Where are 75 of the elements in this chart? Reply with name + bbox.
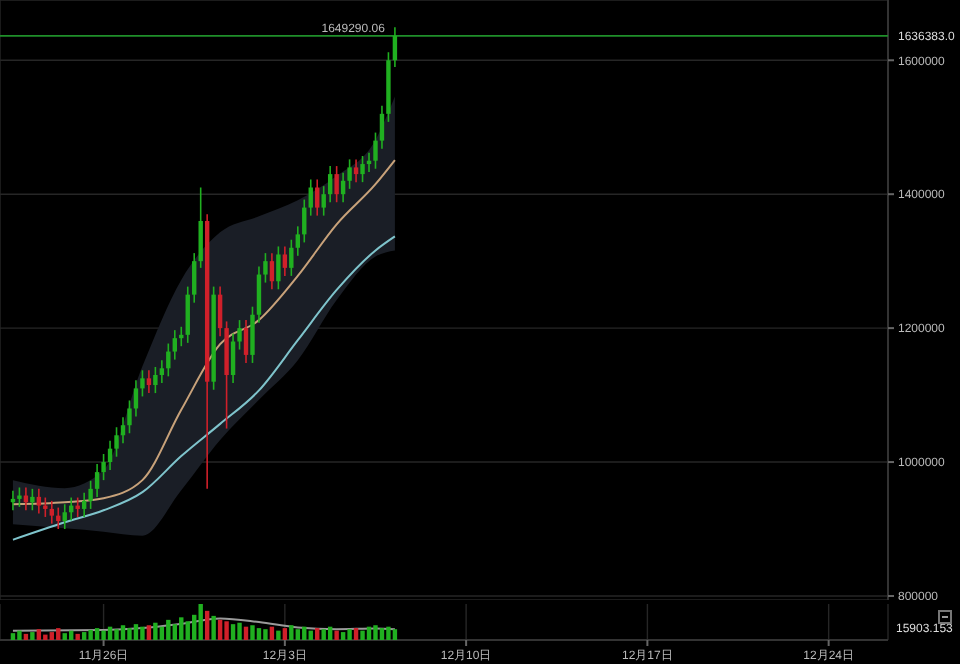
bar: [276, 630, 281, 640]
candlestick: [153, 366, 158, 394]
bar: [256, 628, 262, 640]
bar: [62, 633, 67, 640]
bar: [43, 634, 48, 640]
bar: [360, 630, 365, 640]
candlestick: [327, 165, 333, 204]
bar: [88, 629, 93, 640]
candlestick: [269, 252, 275, 291]
bar: [217, 619, 223, 640]
bar: [114, 629, 119, 640]
bar: [347, 629, 352, 640]
candlestick: [133, 379, 139, 418]
bar: [204, 610, 210, 640]
bar: [127, 628, 132, 640]
bar: [211, 615, 216, 640]
bar: [56, 628, 61, 640]
candlestick: [43, 496, 48, 518]
bar: [198, 604, 203, 640]
bar: [153, 622, 158, 640]
bar: [386, 626, 391, 640]
candlestick: [243, 319, 249, 364]
bar: [185, 621, 190, 640]
candlestick: [49, 500, 54, 525]
bar: [81, 632, 87, 640]
candlestick: [172, 329, 177, 361]
candlestick: [353, 158, 359, 183]
bar: [353, 628, 359, 640]
candlestick: [282, 245, 288, 277]
candlestick: [30, 488, 35, 512]
bar: [101, 630, 106, 640]
candlestick: [360, 155, 365, 183]
bar: [179, 617, 184, 640]
bar: [295, 629, 300, 640]
bar: [49, 632, 54, 640]
bar: [289, 625, 294, 640]
bar: [120, 625, 126, 640]
bar: [315, 628, 320, 640]
bar: [321, 629, 326, 640]
candlestick: [230, 332, 236, 384]
bar: [373, 625, 378, 640]
candlestick: [62, 503, 67, 530]
bar: [224, 621, 229, 640]
bar: [263, 629, 268, 640]
candlestick: [36, 488, 42, 515]
candlestick: [81, 492, 87, 518]
candlestick: [146, 369, 152, 394]
candlestick: [94, 463, 100, 498]
bar: [250, 625, 255, 640]
candlestick: [159, 359, 165, 384]
bar: [166, 619, 171, 640]
bar: [30, 632, 35, 640]
candlestick: [75, 496, 80, 518]
bar: [237, 622, 242, 640]
bar: [392, 629, 398, 640]
candlestick: [315, 178, 320, 217]
bar: [334, 630, 339, 640]
bar: [340, 632, 346, 640]
bar: [379, 628, 385, 640]
candlestick: [334, 165, 339, 204]
bar: [282, 628, 288, 640]
candlestick: [17, 486, 22, 508]
bar: [36, 629, 42, 640]
candlestick: [308, 178, 313, 217]
bar: [94, 628, 100, 640]
bar: [17, 630, 22, 640]
candlestick: [276, 245, 281, 291]
bar: [75, 633, 80, 640]
bar: [146, 625, 152, 640]
bar: [133, 624, 139, 640]
bar: [140, 626, 145, 640]
bar: [10, 633, 16, 640]
bar: [230, 624, 236, 640]
candlestick: [120, 416, 126, 445]
bar: [172, 624, 177, 640]
